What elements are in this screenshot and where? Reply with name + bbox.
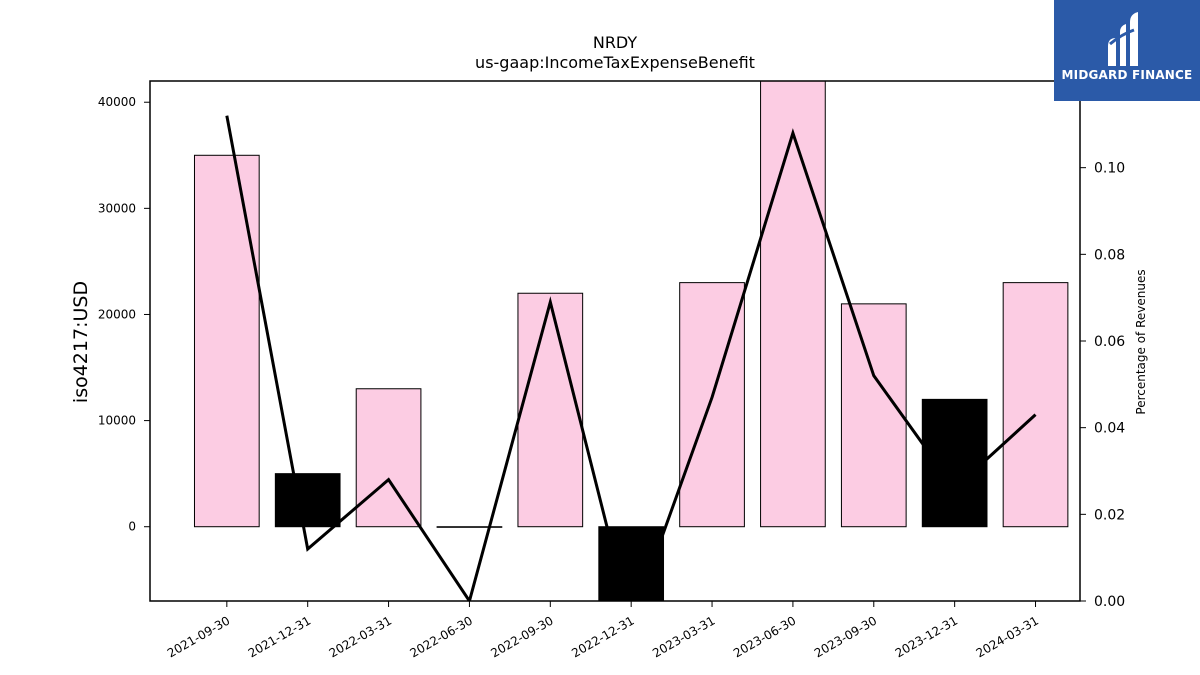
midgard-finance-logo: MIDGARD FINANCE — [1054, 0, 1200, 101]
y2-tick-label: 0.00 — [1094, 594, 1125, 610]
bar — [760, 80, 826, 528]
y2-tick-label: 0.10 — [1094, 161, 1125, 177]
bar — [1002, 282, 1069, 528]
y-tick-label: 20000 — [98, 307, 136, 321]
bar — [355, 388, 422, 528]
y-tick-label: 10000 — [98, 414, 136, 428]
y2-tick-label: 0.08 — [1094, 247, 1125, 263]
y2-tick-label: 0.04 — [1094, 421, 1125, 437]
x-tick-label: 2023-03-31 — [650, 613, 717, 660]
x-tick-label: 2022-12-31 — [569, 613, 636, 660]
bar — [274, 473, 341, 528]
y2-tick-label: 0.06 — [1094, 334, 1125, 350]
x-tick-label: 2024-03-31 — [974, 613, 1041, 660]
x-tick-label: 2023-06-30 — [731, 613, 798, 660]
bar — [840, 303, 907, 528]
x-tick-label: 2022-06-30 — [408, 613, 475, 660]
y-tick-label: 0 — [128, 520, 136, 534]
bar-series — [193, 80, 1069, 602]
logo-text: MIDGARD FINANCE — [1061, 68, 1193, 82]
x-tick-label: 2022-03-31 — [327, 613, 394, 660]
y-axis-label: iso4217:USD — [70, 281, 92, 403]
bar — [517, 292, 584, 528]
x-tick-label: 2023-09-30 — [812, 613, 879, 660]
percentage-line-series — [225, 115, 1037, 601]
x-tick-label: 2022-09-30 — [488, 613, 555, 660]
logo-mark-icon — [1108, 12, 1138, 66]
y2-axis-label: Percentage of Revenues — [1134, 269, 1148, 414]
bar — [193, 154, 260, 528]
y-tick-label: 40000 — [98, 95, 136, 109]
x-tick-label: 2021-09-30 — [165, 613, 232, 660]
y-tick-label: 30000 — [98, 201, 136, 215]
bar — [436, 526, 503, 528]
x-tick-label: 2021-12-31 — [246, 613, 313, 660]
chart-subtitle: us-gaap:IncomeTaxExpenseBenefit — [475, 53, 755, 72]
percentage-line — [225, 115, 1037, 601]
chart-title: NRDY — [593, 33, 638, 52]
bar — [921, 398, 988, 528]
x-tick-label: 2023-12-31 — [893, 613, 960, 660]
y2-tick-label: 0.02 — [1094, 507, 1125, 523]
